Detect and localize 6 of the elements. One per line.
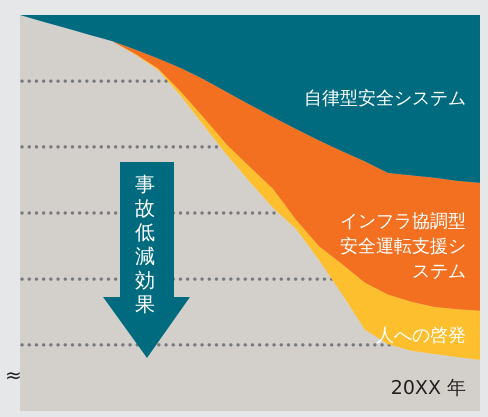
series-label: 人への啓発 bbox=[376, 324, 466, 348]
series-label: 自律型安全システム bbox=[304, 87, 466, 112]
annotation: 事故低減効果 bbox=[135, 172, 156, 316]
series-label: インフラ協調型安全運転支援システム bbox=[339, 210, 466, 284]
x-axis-title: 20XX 年 bbox=[390, 376, 466, 401]
text: ≈ bbox=[5, 363, 22, 387]
